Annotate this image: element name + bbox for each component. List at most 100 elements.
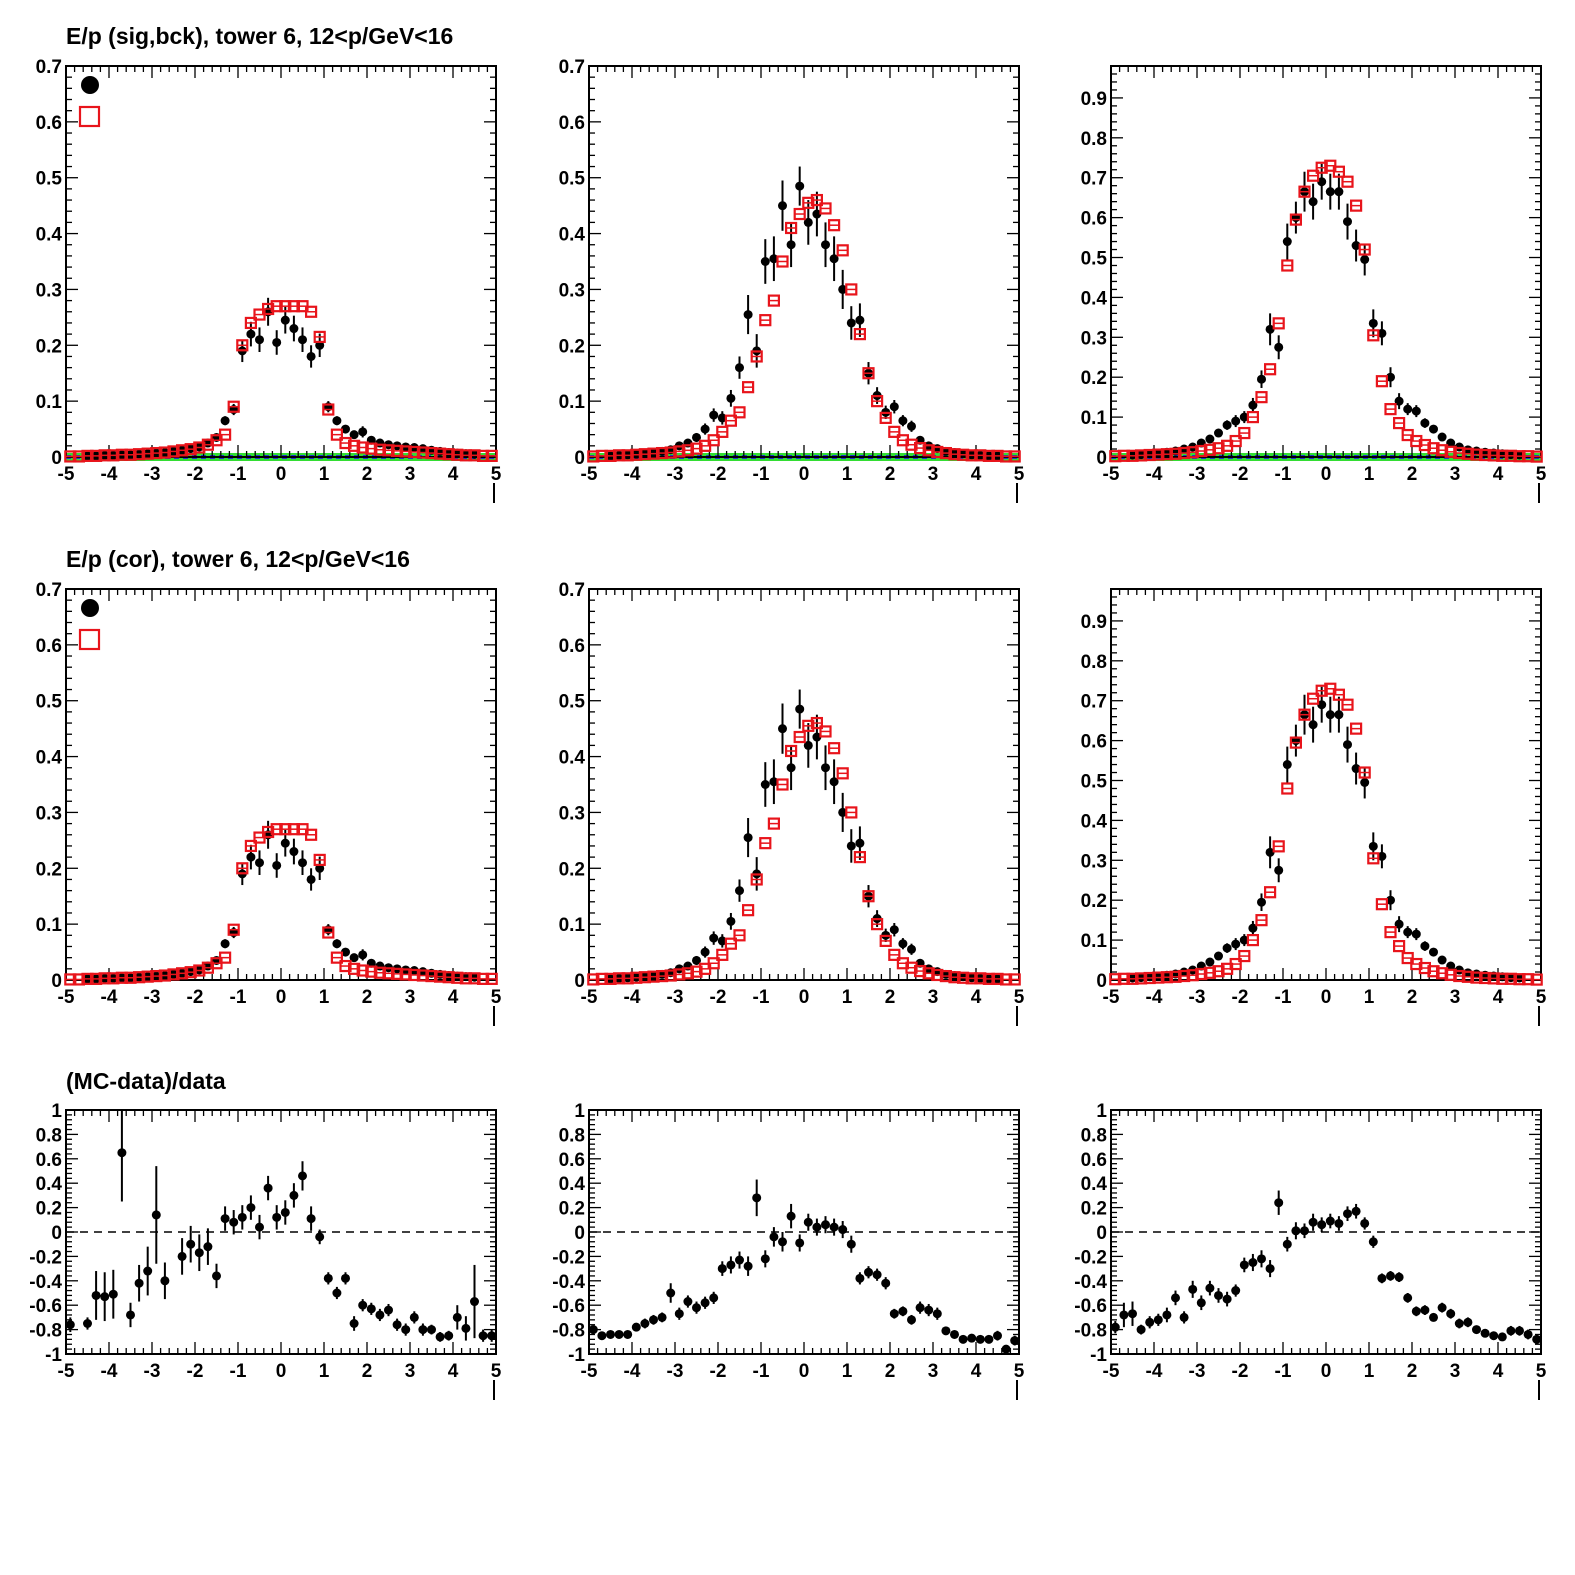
mc-point — [1281, 782, 1294, 795]
data-point — [229, 1217, 239, 1227]
series-1 — [587, 193, 1021, 463]
mc-point — [1289, 736, 1303, 749]
x-tick-label: -1 — [1275, 1361, 1292, 1382]
data-point — [1145, 972, 1155, 982]
x-tick-label: -4 — [101, 987, 118, 1008]
x-tick-label: 3 — [405, 464, 416, 485]
data-point — [958, 1334, 968, 1344]
data-point — [1214, 951, 1223, 961]
x-tick-label: 1 — [842, 987, 853, 1008]
x-tick-label: 1 — [319, 987, 330, 1008]
x-tick-label: 3 — [928, 1361, 939, 1382]
data-point — [958, 449, 968, 459]
data-point — [1351, 1206, 1361, 1216]
y-tick-label: 0.9 — [1081, 612, 1107, 633]
y-tick-label: -0.4 — [29, 1272, 62, 1293]
y-tick-label: 0.1 — [1081, 931, 1108, 952]
mc-point — [1341, 698, 1354, 711]
mc-point — [1186, 446, 1199, 459]
mc-point — [184, 443, 197, 456]
mc-point — [305, 305, 318, 318]
mc-point — [1169, 447, 1182, 460]
y-tick-label: 1 — [1096, 1101, 1107, 1122]
data-point — [1010, 1336, 1020, 1346]
mc-point — [227, 400, 240, 413]
mc-point — [707, 434, 720, 447]
x-tick-label: -4 — [1146, 464, 1163, 485]
mc-point — [1177, 969, 1191, 983]
mc-point — [819, 725, 832, 738]
data-point — [1497, 1332, 1507, 1342]
x-tick-label: -2 — [187, 464, 204, 485]
x-tick-label: -3 — [1189, 987, 1206, 1008]
data-point — [700, 424, 710, 434]
mc-point — [1177, 446, 1191, 460]
x-tick-label: -5 — [1103, 464, 1120, 485]
y-tick-label: 0.4 — [1081, 1174, 1108, 1195]
mc-point — [167, 445, 180, 458]
data-point — [108, 1289, 118, 1299]
data-point — [151, 1210, 161, 1220]
data-point — [855, 838, 865, 848]
data-point — [478, 1331, 488, 1341]
data-point — [1282, 1239, 1292, 1249]
data-point — [1343, 740, 1352, 750]
data-point — [769, 777, 779, 787]
data-point — [838, 807, 848, 817]
x-tick-label: 1 — [1364, 1361, 1375, 1382]
x-tick-label: -5 — [58, 464, 75, 485]
data-point — [838, 284, 848, 294]
data-point — [186, 1239, 196, 1249]
data-point — [1145, 1317, 1155, 1327]
data-point — [975, 1334, 985, 1344]
x-tick-label: -4 — [1146, 1361, 1163, 1382]
data-point — [898, 1306, 908, 1316]
x-tick-label: -3 — [144, 987, 161, 1008]
y-tick-label: 0.7 — [559, 57, 585, 78]
mc-point — [330, 951, 343, 964]
panel-sig_had: -5 -4 -3 -2 -1 0 1 2 3 4 5 0 0.1 0.2 0.3 0.4 0.5 0.6 0.7 — [559, 57, 1025, 503]
data-point — [1222, 420, 1232, 430]
y-tick-label: 0.1 — [1081, 408, 1108, 429]
data-point — [778, 201, 787, 211]
data-point — [1368, 841, 1378, 851]
data-point — [1110, 1322, 1120, 1332]
mc-point — [1349, 199, 1363, 212]
y-tick-label: 0.6 — [36, 636, 62, 657]
data-point — [924, 1305, 934, 1315]
data-point — [1239, 935, 1249, 945]
data-point — [812, 1222, 822, 1232]
panel-sig_em: -5 -4 -3 -2 -1 0 1 2 3 4 5 0 0.1 0.2 0.3 0.4 0.5 0.6 0.7 — [36, 57, 502, 503]
x-tick-label: 0 — [799, 464, 810, 485]
x-tick-label: 3 — [928, 987, 939, 1008]
y-tick-label: 0.7 — [1081, 169, 1107, 190]
mc-point — [1263, 886, 1277, 899]
x-tick-label: -5 — [58, 987, 75, 1008]
data-point — [735, 1255, 744, 1265]
data-point — [692, 955, 701, 965]
data-point — [1136, 973, 1146, 983]
mc-point — [1195, 444, 1208, 458]
data-point — [1368, 1237, 1378, 1247]
mc-point — [905, 438, 918, 451]
data-point — [212, 1271, 221, 1281]
y-tick-label: -0.4 — [1074, 1272, 1107, 1293]
data-point — [735, 886, 744, 896]
y-tick-label: 0.1 — [559, 915, 586, 936]
data-point — [829, 254, 839, 264]
x-tick-label: 1 — [842, 1361, 853, 1382]
y-tick-label: 0.6 — [559, 1150, 585, 1171]
mc-point — [759, 837, 772, 850]
data-point — [812, 732, 822, 742]
mc-point — [313, 330, 326, 344]
data-point — [907, 421, 916, 431]
panel-cor_tot: -5 -4 -3 -2 -1 0 1 2 3 4 5 0 0.1 0.2 0.3 0.4 0.5 0.6 0.7 0.… — [1081, 588, 1547, 1026]
data-point — [846, 318, 856, 328]
data-point — [255, 858, 264, 868]
data-point — [1394, 1272, 1404, 1282]
mc-point — [1246, 411, 1260, 424]
series-0 — [1110, 1190, 1542, 1345]
data-point — [889, 925, 899, 935]
x-tick-label: -3 — [144, 464, 161, 485]
data-point — [65, 1320, 75, 1330]
